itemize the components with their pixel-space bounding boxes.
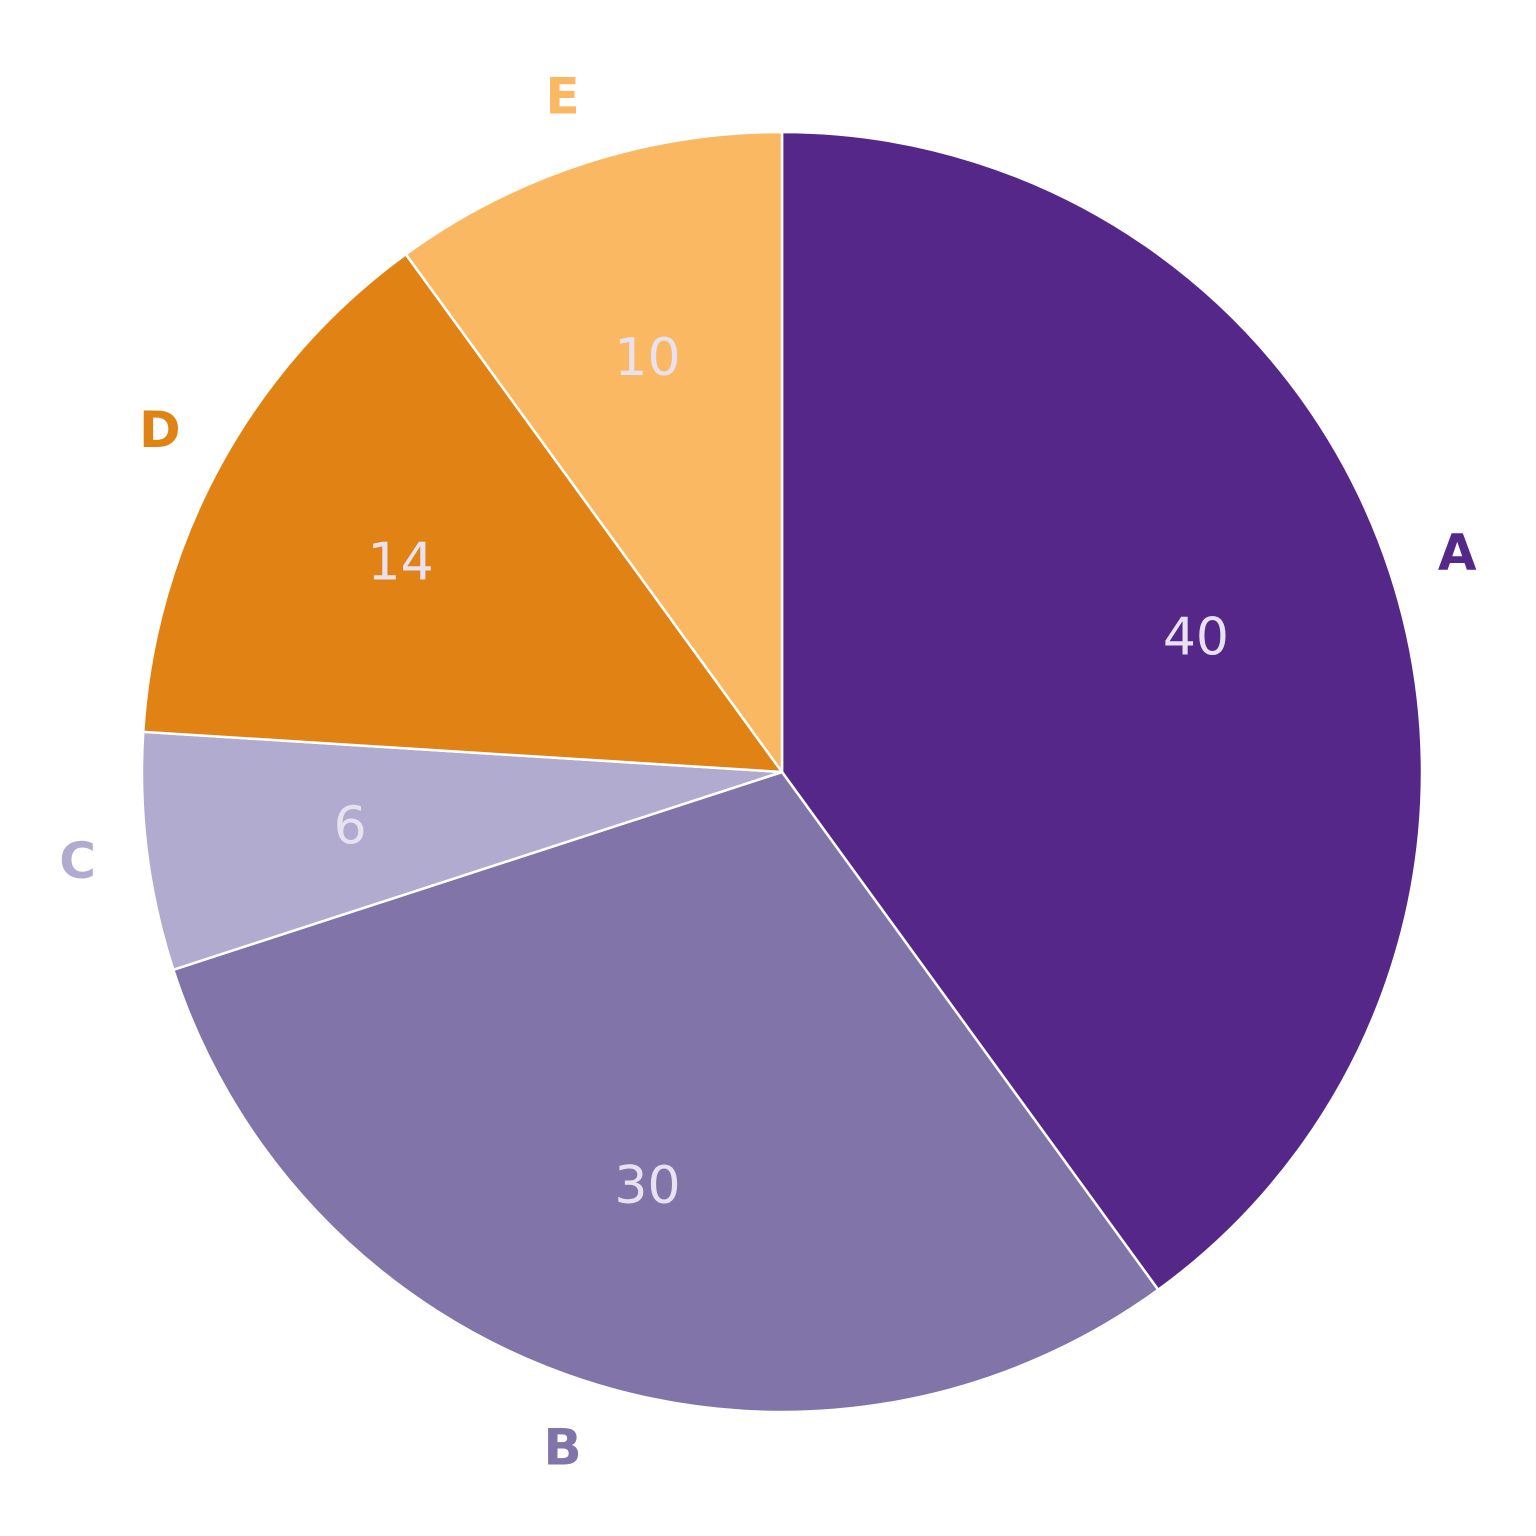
value-label-d: 14 bbox=[368, 532, 434, 592]
pie-slice-b bbox=[171, 770, 1160, 1414]
category-label-c: C bbox=[59, 832, 96, 890]
value-label-c: 6 bbox=[334, 797, 367, 857]
category-label-e: E bbox=[546, 68, 580, 126]
value-label-a: 40 bbox=[1163, 608, 1229, 668]
category-label-d: D bbox=[139, 401, 181, 459]
category-label-b: B bbox=[544, 1418, 582, 1476]
value-label-b: 30 bbox=[614, 1156, 680, 1216]
category-label-a: A bbox=[1438, 524, 1477, 582]
pie-slice-a bbox=[780, 130, 1424, 1292]
pie-slices bbox=[140, 130, 1424, 1414]
pie-labels: 40 A 30 B 6 C 14 D 10 E bbox=[59, 68, 1477, 1477]
value-label-e: 10 bbox=[614, 328, 680, 388]
pie-slice-c bbox=[140, 730, 783, 972]
pie-slice-d bbox=[141, 252, 785, 774]
pie-slice-e bbox=[404, 130, 784, 776]
